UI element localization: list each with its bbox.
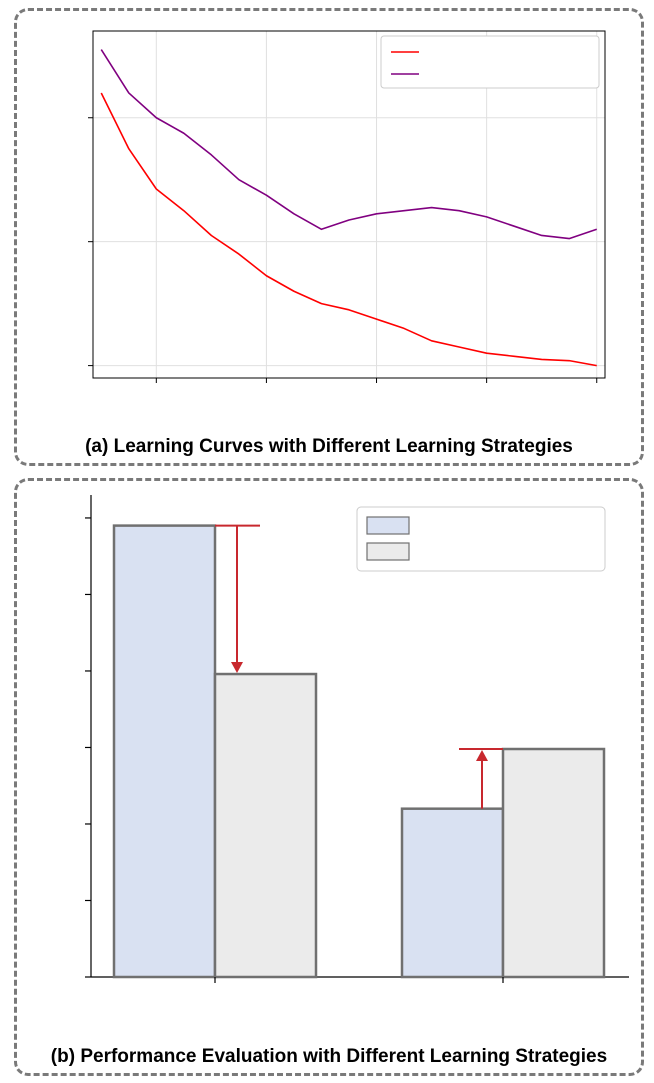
panel-b-caption: (b) Performance Evaluation with Differen… [50, 1046, 608, 1067]
plot-frame [92, 30, 606, 379]
line-chart-loss [88, 30, 606, 383]
legend-box [380, 35, 600, 89]
panel-a-learning-curves: (a) Learning Curves with Different Learn… [14, 8, 644, 466]
bar-independent-perception [400, 807, 505, 979]
legend-box [356, 506, 606, 572]
series-line-independent-learning [100, 49, 597, 240]
bar-mutual-generation [213, 672, 318, 979]
series-line-mutual-learning [100, 92, 597, 367]
panel-b-performance-evaluation: (b) Performance Evaluation with Differen… [14, 478, 644, 1076]
bar-mutual-perception [501, 747, 606, 979]
bar-independent-generation [112, 524, 217, 979]
annotation-arrow-head [476, 750, 488, 762]
bar-chart-performance [85, 495, 629, 983]
annotation-arrow-head [231, 662, 243, 674]
legend-swatch [366, 542, 410, 561]
legend-swatch [366, 516, 410, 535]
panel-a-caption: (a) Learning Curves with Different Learn… [85, 436, 573, 457]
